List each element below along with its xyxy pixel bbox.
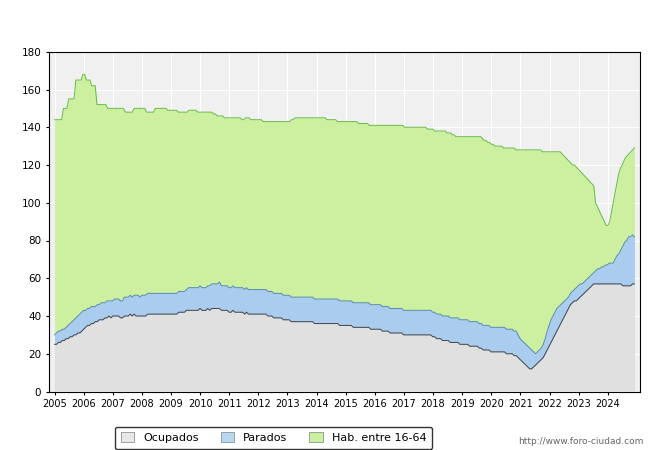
Text: http://www.foro-ciudad.com: http://www.foro-ciudad.com xyxy=(518,436,644,446)
Legend: Ocupados, Parados, Hab. entre 16-64: Ocupados, Parados, Hab. entre 16-64 xyxy=(115,427,432,449)
Text: El Pedroso de la Armuña - Evolucion de la poblacion en edad de Trabajar Noviembr: El Pedroso de la Armuña - Evolucion de l… xyxy=(36,18,614,29)
